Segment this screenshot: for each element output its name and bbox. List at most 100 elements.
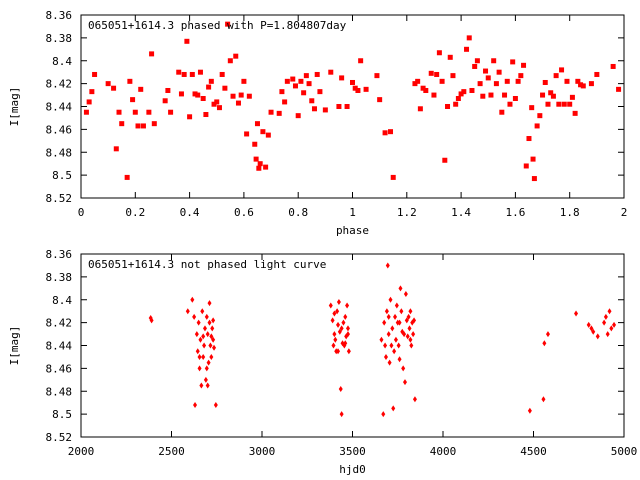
data-point xyxy=(393,313,398,320)
data-point xyxy=(190,296,195,303)
data-point xyxy=(384,308,389,315)
data-point xyxy=(238,92,244,98)
data-point xyxy=(162,98,168,104)
data-point xyxy=(197,353,202,360)
data-point xyxy=(253,156,259,162)
data-point xyxy=(207,300,212,307)
data-point xyxy=(450,73,456,79)
data-point xyxy=(322,107,328,113)
data-point xyxy=(206,84,212,90)
data-point xyxy=(383,342,388,349)
data-point xyxy=(358,58,364,64)
data-point xyxy=(609,325,614,332)
data-point xyxy=(332,310,337,317)
data-point xyxy=(328,69,334,75)
data-point xyxy=(496,69,502,75)
data-point xyxy=(531,176,537,182)
data-point xyxy=(559,67,565,73)
phased-light-curve-panel: 0 0.2 0.4 0.6 0.8 1 1.2 1.4 1.6 1.8 2 8.36 8.38 8.4 8.… xyxy=(8,9,627,237)
data-point xyxy=(396,342,401,349)
data-point xyxy=(412,317,417,324)
data-point xyxy=(602,319,607,326)
y-tick-label: 8.44 xyxy=(46,101,73,114)
data-point xyxy=(537,113,543,119)
data-point xyxy=(493,81,499,87)
data-point xyxy=(480,93,486,99)
data-point xyxy=(605,331,610,338)
x-tick-label: 0.8 xyxy=(288,206,308,219)
data-point xyxy=(381,411,386,418)
y-tick-label: 8.48 xyxy=(46,385,73,398)
data-point xyxy=(387,359,392,366)
unphased-axis-ticks: 2000 2500 3000 3500 4000 4500 50008.368.388.48… xyxy=(46,248,638,458)
data-point xyxy=(225,21,231,27)
y-tick-label: 8.46 xyxy=(46,362,73,375)
data-point xyxy=(111,85,117,91)
phased-chart-title: 065051+1614.3 phased with P=1.804807day xyxy=(88,19,347,32)
data-point xyxy=(83,109,89,115)
data-point xyxy=(210,325,215,332)
data-point xyxy=(345,325,350,332)
data-point xyxy=(86,99,92,105)
data-point xyxy=(379,336,384,343)
data-point xyxy=(235,100,241,106)
data-point xyxy=(184,38,190,44)
data-point xyxy=(504,78,510,84)
data-point xyxy=(534,123,540,129)
data-point xyxy=(411,331,416,338)
x-tick-label: 0.6 xyxy=(234,206,254,219)
data-point xyxy=(192,91,198,97)
data-point xyxy=(466,35,472,41)
data-point xyxy=(580,83,586,89)
data-point xyxy=(301,90,307,96)
phased-points xyxy=(83,21,622,182)
data-point xyxy=(398,285,403,292)
data-point xyxy=(474,58,480,64)
x-tick-label: 4000 xyxy=(430,445,457,458)
data-point xyxy=(337,328,342,335)
data-point xyxy=(252,141,258,147)
data-point xyxy=(469,87,475,93)
data-point xyxy=(178,91,184,97)
data-point xyxy=(594,71,600,77)
data-point xyxy=(343,313,348,320)
data-point xyxy=(119,121,125,127)
data-point xyxy=(203,112,209,118)
phased-x-axis-label: phase xyxy=(336,224,369,237)
data-point xyxy=(363,86,369,92)
data-point xyxy=(341,319,346,326)
data-point xyxy=(339,325,344,332)
data-point xyxy=(542,79,548,85)
x-tick-label: 3000 xyxy=(249,445,276,458)
phased-y-axis-label: I[mag] xyxy=(8,87,21,127)
data-point xyxy=(612,321,617,328)
data-point xyxy=(521,62,527,68)
x-tick-label: 2500 xyxy=(158,445,185,458)
data-point xyxy=(241,78,247,84)
data-point xyxy=(390,174,396,180)
data-point xyxy=(116,109,122,115)
data-point xyxy=(282,99,288,105)
data-point xyxy=(561,101,567,107)
y-tick-label: 8.52 xyxy=(46,431,73,444)
data-point xyxy=(208,78,214,84)
data-point xyxy=(298,78,304,84)
data-point xyxy=(491,58,497,64)
data-point xyxy=(541,396,546,403)
x-tick-label: 2000 xyxy=(68,445,95,458)
data-point xyxy=(436,50,442,56)
data-point xyxy=(208,342,213,349)
data-point xyxy=(204,365,209,372)
data-point xyxy=(374,73,380,79)
data-point xyxy=(569,94,575,100)
data-point xyxy=(256,165,262,171)
data-point xyxy=(394,302,399,309)
y-tick-label: 8.5 xyxy=(52,169,72,182)
data-point xyxy=(431,92,437,98)
x-tick-label: 0.4 xyxy=(180,206,200,219)
data-point xyxy=(523,163,529,169)
data-point xyxy=(211,101,217,107)
data-point xyxy=(567,101,573,107)
data-point xyxy=(194,331,199,338)
